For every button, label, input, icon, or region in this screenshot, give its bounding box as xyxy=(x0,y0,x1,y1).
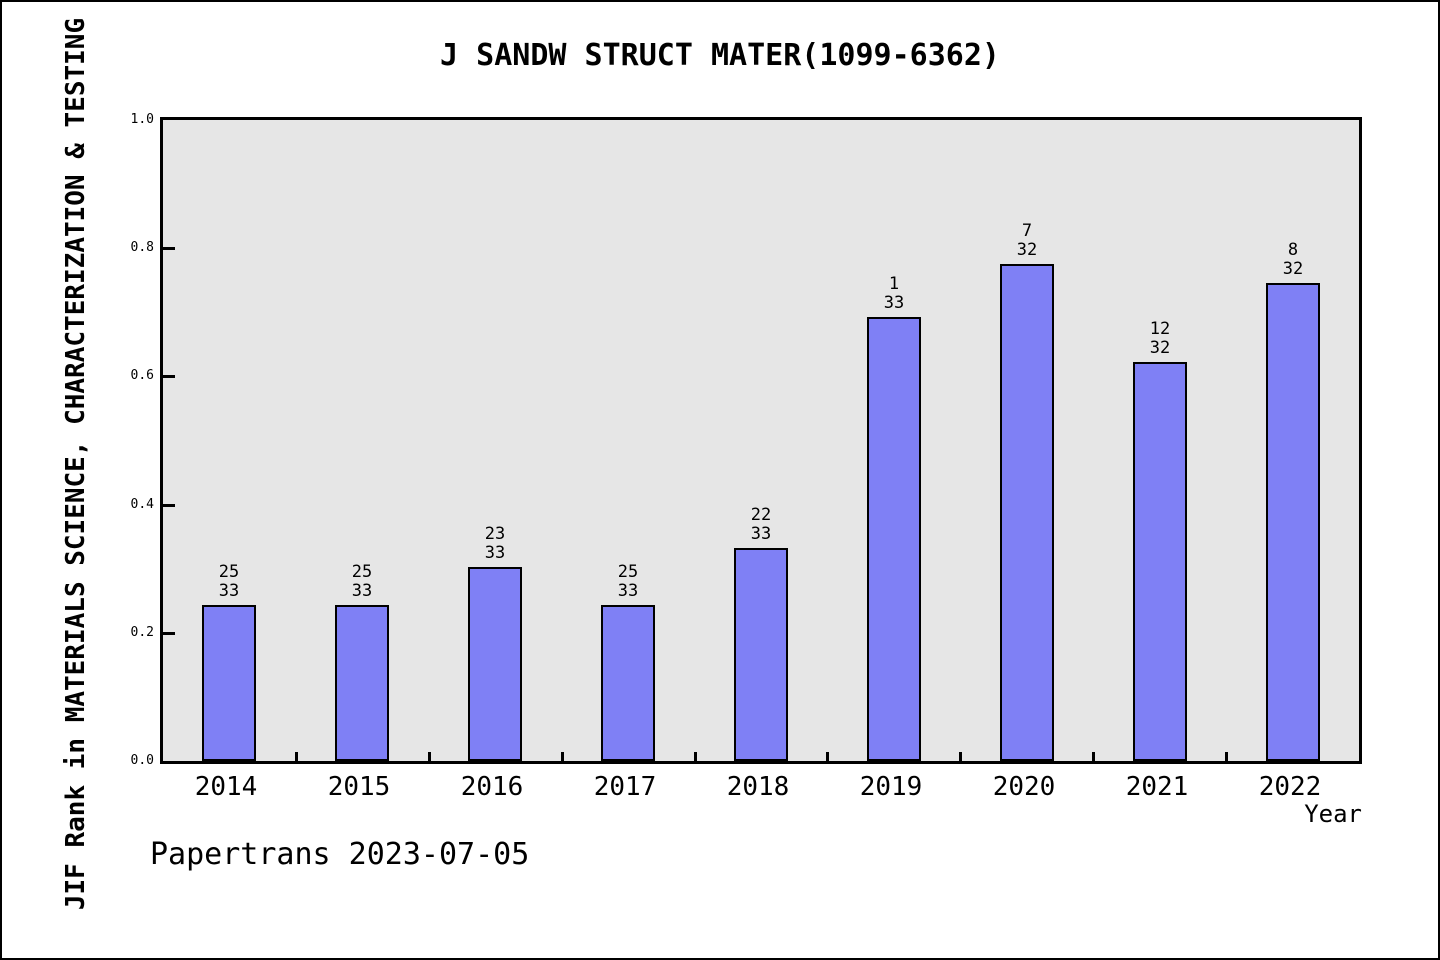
bar-2019 xyxy=(867,317,921,761)
x-minor-tick xyxy=(1092,752,1095,761)
y-tick xyxy=(163,247,175,250)
x-tick-label-2018: 2018 xyxy=(726,772,790,802)
chart-title: J SANDW STRUCT MATER(1099-6362) xyxy=(440,38,1000,73)
bar-chart: 25 33 25 33 23 33 25 33 22 33 1 33 7 32 12 32 8 … xyxy=(163,120,1359,761)
x-minor-tick xyxy=(959,752,962,761)
y-tick-label-0.0: 0.0 xyxy=(130,753,154,768)
y-tick-label-0.4: 0.4 xyxy=(130,497,154,512)
bar-value-label: 25 33 xyxy=(218,562,240,601)
bar-value-label: 25 33 xyxy=(617,562,639,601)
y-tick xyxy=(163,632,175,635)
x-minor-tick xyxy=(295,752,298,761)
bar-value-label: 22 33 xyxy=(750,505,772,544)
y-tick-label-0.6: 0.6 xyxy=(130,368,154,383)
y-tick xyxy=(163,375,175,378)
bar-2016 xyxy=(468,567,522,761)
x-minor-tick xyxy=(826,752,829,761)
x-tick-label-2014: 2014 xyxy=(194,772,258,802)
y-tick xyxy=(163,504,175,507)
bar-2018 xyxy=(734,548,788,761)
x-minor-tick xyxy=(1225,752,1228,761)
bar-2015 xyxy=(335,605,389,761)
x-minor-tick xyxy=(694,752,697,761)
y-tick-label-1.0: 1.0 xyxy=(130,112,154,127)
bar-value-label: 12 32 xyxy=(1149,319,1171,358)
x-tick-label-2015: 2015 xyxy=(327,772,391,802)
bar-2020 xyxy=(1000,264,1054,761)
bar-2022 xyxy=(1266,283,1320,761)
bar-value-label: 7 32 xyxy=(1016,221,1038,260)
x-tick-label-2016: 2016 xyxy=(460,772,524,802)
bar-2017 xyxy=(601,605,655,761)
bar-value-label: 23 33 xyxy=(484,524,506,563)
footer-note: Papertrans 2023-07-05 xyxy=(150,837,530,872)
x-tick-label-2020: 2020 xyxy=(992,772,1056,802)
x-axis-title: Year xyxy=(1304,800,1362,828)
y-axis-title: JIF Rank in MATERIALS SCIENCE, CHARACTER… xyxy=(61,17,91,911)
x-minor-tick xyxy=(428,752,431,761)
x-minor-tick xyxy=(561,752,564,761)
bar-value-label: 1 33 xyxy=(883,274,905,313)
plot-area: 25 33 25 33 23 33 25 33 22 33 1 33 7 32 12 32 8 … xyxy=(160,117,1362,764)
bar-value-label: 25 33 xyxy=(351,562,373,601)
x-tick-label-2022: 2022 xyxy=(1258,772,1322,802)
x-tick-label-2017: 2017 xyxy=(593,772,657,802)
bar-2021 xyxy=(1133,362,1187,761)
x-tick-label-2021: 2021 xyxy=(1125,772,1189,802)
bar-2014 xyxy=(202,605,256,761)
x-tick-label-2019: 2019 xyxy=(859,772,923,802)
bar-value-label: 8 32 xyxy=(1282,240,1304,279)
y-tick-label-0.8: 0.8 xyxy=(130,240,154,255)
y-tick-label-0.2: 0.2 xyxy=(130,625,154,640)
